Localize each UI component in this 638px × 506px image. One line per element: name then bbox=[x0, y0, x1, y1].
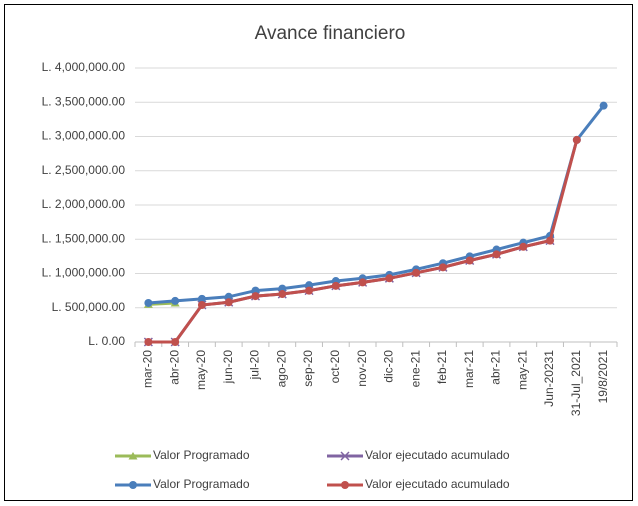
y-tick-label: L. 1,000,000.00 bbox=[42, 266, 126, 280]
legend-label: Valor ejecutado acumulado bbox=[365, 477, 510, 491]
x-tick-label: dic-20 bbox=[382, 350, 396, 383]
x-tick-label: abr-20 bbox=[167, 350, 181, 385]
marker bbox=[251, 292, 260, 301]
y-tick-label: L. 4,000,000.00 bbox=[42, 60, 126, 74]
marker bbox=[171, 296, 180, 305]
x-tick-label: oct-20 bbox=[328, 350, 342, 384]
series-line bbox=[148, 104, 605, 305]
y-tick-label: L. 1,500,000.00 bbox=[42, 231, 126, 245]
marker bbox=[572, 135, 581, 144]
marker bbox=[197, 294, 206, 303]
marker bbox=[341, 481, 349, 489]
marker bbox=[412, 268, 421, 277]
legend-label: Valor Programado bbox=[153, 448, 250, 462]
marker bbox=[519, 242, 528, 251]
marker bbox=[278, 284, 287, 293]
marker bbox=[599, 101, 608, 110]
marker bbox=[385, 274, 394, 283]
marker bbox=[331, 281, 340, 290]
x-tick-label: abr-21 bbox=[489, 350, 503, 385]
marker bbox=[492, 250, 501, 259]
marker bbox=[305, 286, 314, 295]
y-tick-label: L. 3,000,000.00 bbox=[42, 129, 126, 143]
marker bbox=[129, 481, 137, 489]
marker bbox=[251, 286, 260, 295]
marker bbox=[171, 338, 180, 346]
marker bbox=[197, 301, 206, 310]
marker bbox=[465, 256, 474, 265]
x-tick-label: ago-20 bbox=[274, 350, 288, 388]
legend-label: Valor Programado bbox=[153, 477, 250, 491]
y-tick-label: L. 2,500,000.00 bbox=[42, 163, 126, 177]
marker bbox=[305, 281, 314, 290]
x-tick-label: feb-21 bbox=[435, 350, 449, 384]
x-tick-label: 19/8/2021 bbox=[596, 350, 610, 404]
x-tick-label: mar-21 bbox=[462, 350, 476, 388]
x-tick-label: jul-20 bbox=[248, 350, 262, 381]
x-tick-label: jun-20 bbox=[221, 350, 235, 385]
x-tick-label: may-21 bbox=[515, 350, 529, 390]
y-tick-label: L. 3,500,000.00 bbox=[42, 94, 126, 108]
marker bbox=[340, 451, 350, 461]
marker bbox=[144, 338, 153, 346]
y-tick-label: L. 500,000.00 bbox=[52, 300, 126, 314]
x-tick-label: 31-Jul_2021 bbox=[569, 350, 583, 416]
x-tick-label: ene-21 bbox=[408, 350, 422, 388]
chart-border bbox=[4, 4, 633, 501]
x-tick-label: Jun-20231 bbox=[542, 350, 556, 407]
y-tick-label: L. 0.00 bbox=[88, 334, 125, 348]
x-tick-label: sep-20 bbox=[301, 350, 315, 387]
x-tick-label: mar-20 bbox=[141, 350, 155, 388]
y-tick-label: L. 2,000,000.00 bbox=[42, 197, 126, 211]
x-tick-label: nov-20 bbox=[355, 350, 369, 387]
chart-title: Avance financiero bbox=[255, 23, 406, 44]
marker bbox=[128, 452, 138, 460]
marker bbox=[358, 278, 367, 287]
marker bbox=[438, 263, 447, 272]
marker bbox=[144, 298, 153, 307]
marker bbox=[546, 236, 555, 245]
marker bbox=[278, 290, 287, 299]
legend-label: Valor ejecutado acumulado bbox=[365, 448, 510, 462]
marker bbox=[224, 292, 233, 301]
marker bbox=[224, 298, 233, 307]
x-tick-label: may-20 bbox=[194, 350, 208, 390]
